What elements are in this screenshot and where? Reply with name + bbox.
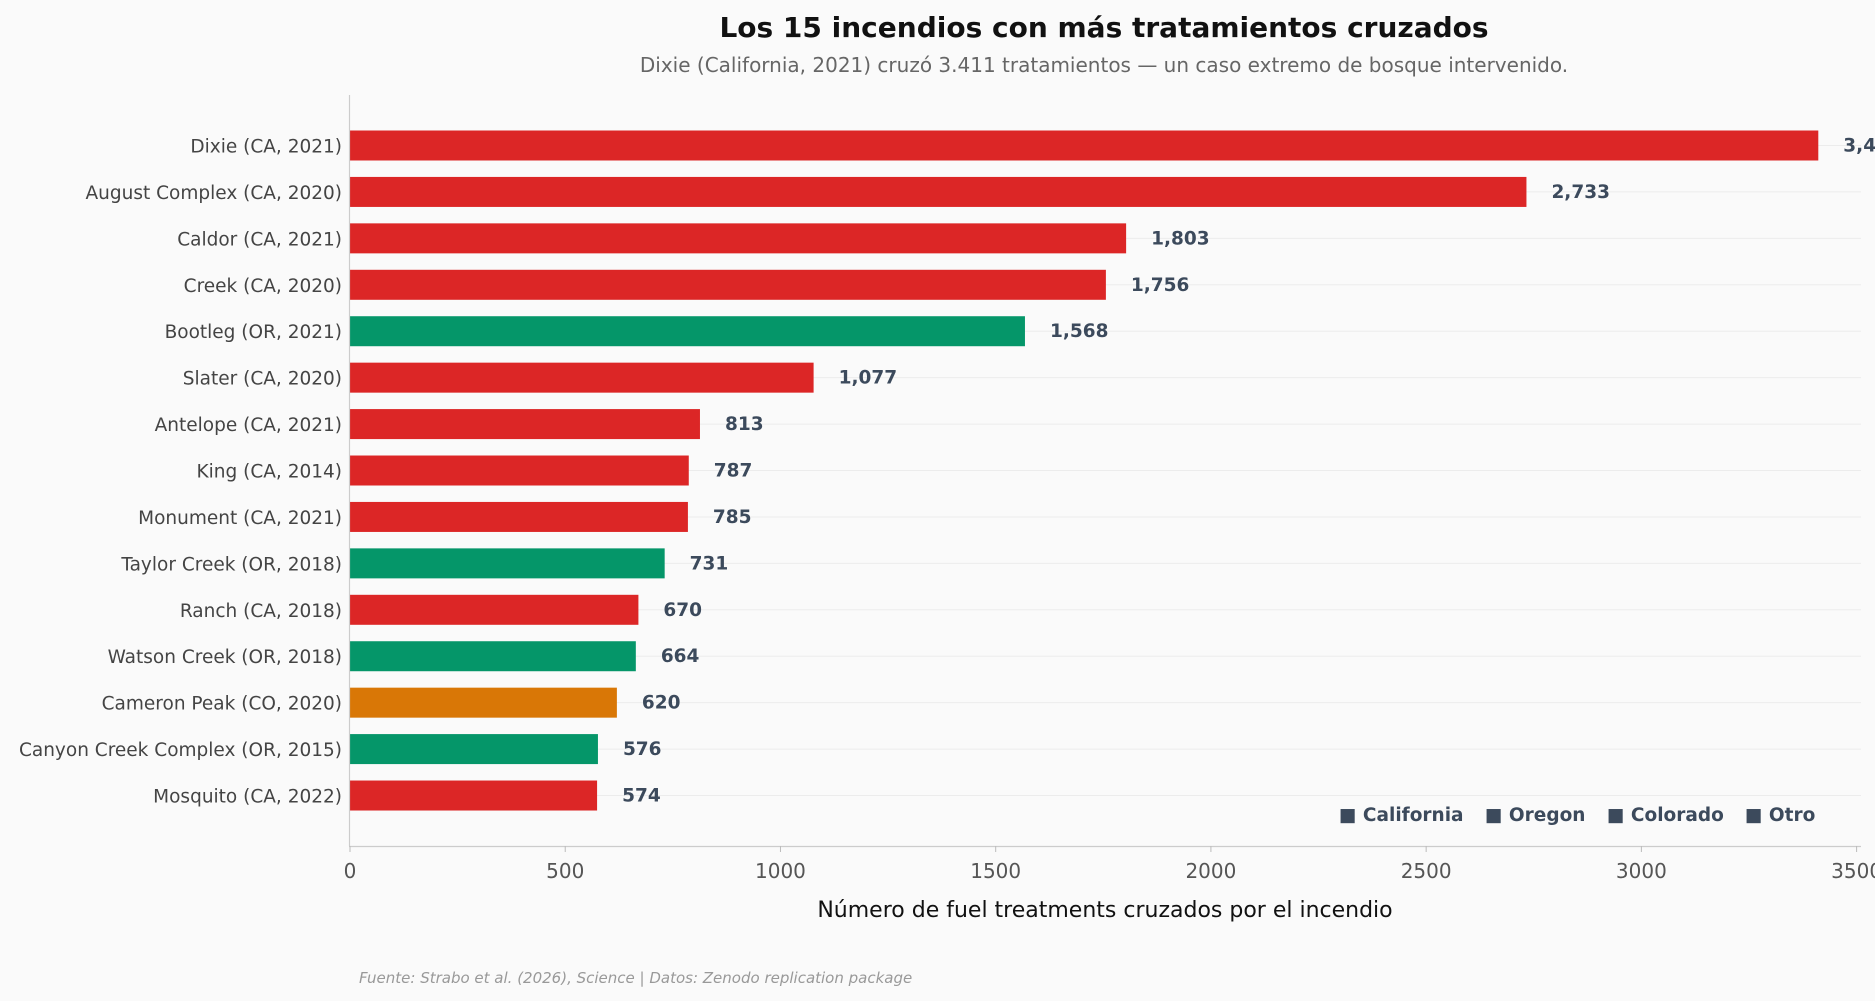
category-label: Canyon Creek Complex (OR, 2015) xyxy=(19,740,342,761)
category-label: Taylor Creek (OR, 2018) xyxy=(120,554,342,575)
category-label: Ranch (CA, 2018) xyxy=(180,601,342,622)
category-label: Antelope (CA, 2021) xyxy=(155,415,342,436)
value-label: 620 xyxy=(642,693,681,714)
value-label: 731 xyxy=(690,553,729,574)
legend-label: California xyxy=(1356,805,1463,826)
bar xyxy=(350,687,617,718)
bar xyxy=(350,780,598,811)
bar xyxy=(350,734,598,765)
value-label: 664 xyxy=(661,646,700,667)
bar xyxy=(350,409,700,440)
value-label: 1,756 xyxy=(1131,275,1190,296)
bar xyxy=(350,548,665,579)
bar xyxy=(350,641,636,672)
category-labels: Dixie (CA, 2021) August Complex (CA, 2020… xyxy=(19,137,342,808)
x-tick-label: 1000 xyxy=(755,859,806,883)
bar xyxy=(350,455,689,486)
legend-item-otro: ■ Otro xyxy=(1745,805,1815,826)
x-tick-label: 3000 xyxy=(1616,859,1667,883)
category-label: King (CA, 2014) xyxy=(197,462,342,483)
category-label: Bootleg (OR, 2021) xyxy=(165,322,342,343)
bar xyxy=(350,269,1106,300)
legend-item-oregon: ■ Oregon xyxy=(1485,805,1585,826)
chart-subtitle: Dixie (California, 2021) cruzó 3.411 tra… xyxy=(640,53,1568,77)
legend-square-icon: ■ xyxy=(1745,805,1762,826)
legend: ■ California ■ Oregon ■ Colorado ■ Otro xyxy=(1339,805,1815,826)
bar xyxy=(350,316,1025,347)
bar xyxy=(350,223,1127,254)
legend-square-icon: ■ xyxy=(1485,805,1502,826)
legend-label: Otro xyxy=(1762,805,1815,826)
x-tick-label: 3500 xyxy=(1831,859,1875,883)
value-label: 670 xyxy=(663,600,702,621)
category-label: Monument (CA, 2021) xyxy=(138,508,342,529)
legend-item-california: ■ California xyxy=(1339,805,1464,826)
bar xyxy=(350,130,1819,161)
category-label: Watson Creek (OR, 2018) xyxy=(108,647,342,668)
category-label: August Complex (CA, 2020) xyxy=(86,183,343,204)
legend-item-colorado: ■ Colorado xyxy=(1607,805,1724,826)
x-tick-label: 2500 xyxy=(1401,859,1452,883)
bar xyxy=(350,501,688,532)
category-label: Cameron Peak (CO, 2020) xyxy=(102,694,342,715)
category-label: Slater (CA, 2020) xyxy=(183,369,342,390)
x-tick-label: 1500 xyxy=(970,859,1021,883)
x-axis-ticks: 0 500 1000 1500 2000 2500 3000 3500 xyxy=(344,846,1875,883)
value-label: 1,077 xyxy=(839,368,898,389)
value-label: 813 xyxy=(725,414,764,435)
value-label: 1,568 xyxy=(1050,321,1109,342)
value-label: 576 xyxy=(623,739,662,760)
legend-label: Oregon xyxy=(1502,805,1585,826)
x-tick-label: 500 xyxy=(546,859,584,883)
legend-label: Colorado xyxy=(1624,805,1723,826)
category-label: Caldor (CA, 2021) xyxy=(177,229,342,250)
value-label: 787 xyxy=(714,461,753,482)
bar xyxy=(350,594,639,625)
category-label: Dixie (CA, 2021) xyxy=(190,137,342,158)
category-label: Mosquito (CA, 2022) xyxy=(153,787,342,808)
x-tick-label: 0 xyxy=(344,859,357,883)
chart-title: Los 15 incendios con más tratamientos cr… xyxy=(719,11,1488,44)
value-labels: 3,411 2,733 1,803 1,756 1,568 1,077 813 787 785 7… xyxy=(622,136,1875,807)
value-label: 785 xyxy=(713,507,752,528)
value-label: 574 xyxy=(622,786,661,807)
legend-square-icon: ■ xyxy=(1607,805,1624,826)
value-label: 1,803 xyxy=(1151,228,1210,249)
value-label: 2,733 xyxy=(1551,182,1610,203)
x-tick-label: 2000 xyxy=(1185,859,1236,883)
bar xyxy=(350,362,814,393)
category-label: Creek (CA, 2020) xyxy=(184,276,342,297)
bar xyxy=(350,176,1527,207)
legend-square-icon: ■ xyxy=(1339,805,1356,826)
x-axis-label: Número de fuel treatments cruzados por e… xyxy=(817,898,1392,923)
source-note: Fuente: Strabo et al. (2026), Science | … xyxy=(359,969,912,987)
bars xyxy=(350,130,1819,811)
value-label: 3,411 xyxy=(1843,136,1875,157)
